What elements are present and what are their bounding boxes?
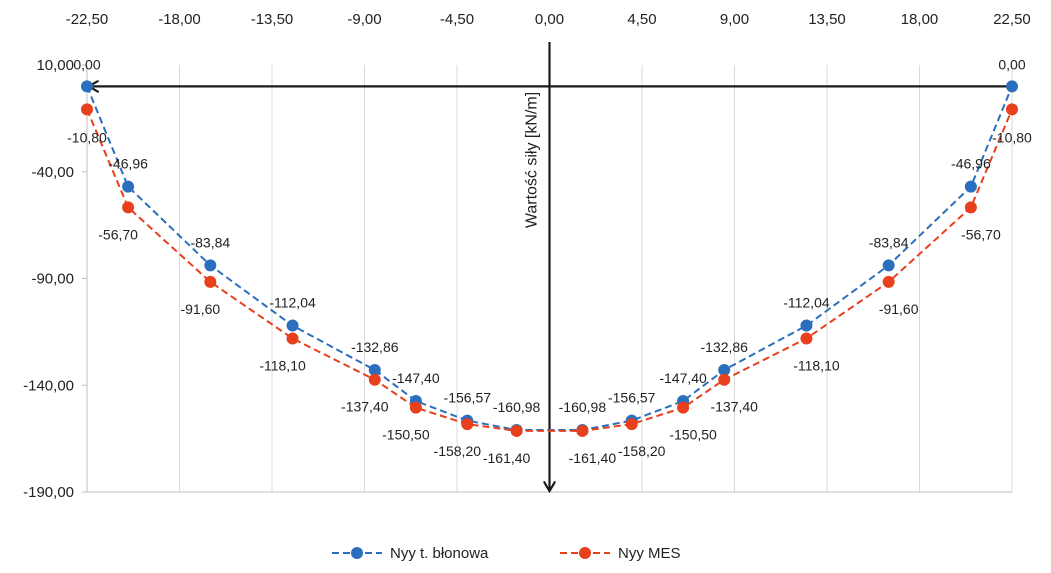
y-tick-label: -190,00 xyxy=(23,484,74,501)
data-point-series-2 xyxy=(368,373,381,386)
data-point-series-2 xyxy=(461,418,474,431)
data-point-series-2 xyxy=(81,103,93,116)
data-point-series-1 xyxy=(1006,80,1018,93)
data-point-series-1 xyxy=(204,259,217,272)
data-point-series-2 xyxy=(964,201,977,214)
data-label-series-2: -150,50 xyxy=(669,427,717,443)
data-point-series-2 xyxy=(1006,103,1018,116)
data-point-series-2 xyxy=(286,332,299,345)
x-tick-label: -4,50 xyxy=(440,11,474,28)
data-label-series-2: -10,80 xyxy=(67,129,107,145)
data-label-series-1: -156,57 xyxy=(608,390,656,406)
y-tick-label: -40,00 xyxy=(31,164,74,181)
x-tick-label: 18,00 xyxy=(901,11,939,28)
data-point-series-1 xyxy=(964,180,977,193)
legend-label-1: Nyy t. błonowa xyxy=(390,545,489,562)
data-label-series-1: -156,57 xyxy=(444,390,492,406)
data-point-series-2 xyxy=(576,424,589,437)
data-label-series-1: -46,96 xyxy=(108,156,148,172)
data-label-series-2: -118,10 xyxy=(259,357,306,373)
data-point-series-1 xyxy=(122,180,135,193)
y-tick-label: -90,00 xyxy=(31,271,74,288)
data-label-series-2: -56,70 xyxy=(961,226,1001,242)
data-label-series-2: -91,60 xyxy=(180,301,220,317)
data-label-series-1: -46,96 xyxy=(951,156,991,172)
data-label-series-2: -118,10 xyxy=(793,357,840,373)
data-label-series-2: -150,50 xyxy=(382,427,430,443)
y-axis-ticks: 10,00 -40,00 -90,00 -140,00 -190,00 xyxy=(23,57,87,501)
data-point-series-1 xyxy=(882,259,895,272)
legend: Nyy t. błonowa Nyy MES xyxy=(332,545,681,562)
legend-marker-1 xyxy=(351,547,363,559)
data-point-series-2 xyxy=(409,401,422,414)
x-tick-label: 9,00 xyxy=(720,11,749,28)
data-label-series-2: -161,40 xyxy=(569,450,617,466)
data-label-series-2: -56,70 xyxy=(98,226,138,242)
data-label-series-2: -158,20 xyxy=(434,443,482,459)
data-point-series-2 xyxy=(625,418,638,431)
x-tick-label: 0,00 xyxy=(535,11,564,28)
legend-marker-2 xyxy=(579,547,591,559)
data-point-series-1 xyxy=(800,319,813,332)
x-axis-ticks: -22,50 -18,00 -13,50 -9,00 -4,50 0,00 4,50 9,00… xyxy=(66,11,1031,28)
data-label-series-1: -160,98 xyxy=(493,399,541,415)
data-label-series-1: -112,04 xyxy=(783,295,830,311)
data-label-series-1: -132,86 xyxy=(351,339,399,355)
legend-label-2: Nyy MES xyxy=(618,545,681,562)
data-point-series-1 xyxy=(368,364,381,377)
data-label-series-2: -91,60 xyxy=(879,301,919,317)
data-label-series-1: -147,40 xyxy=(392,370,440,386)
series-group xyxy=(81,80,1018,437)
data-label-series-2: -137,40 xyxy=(341,399,389,415)
x-tick-label: -22,50 xyxy=(66,11,109,28)
x-tick-label: -13,50 xyxy=(251,11,294,28)
x-tick-label: 4,50 xyxy=(627,11,656,28)
data-label-series-1: -132,86 xyxy=(700,339,748,355)
y-tick-label: -140,00 xyxy=(23,377,74,394)
data-labels: 0,00-46,96-83,84-112,04-132,86-147,40-15… xyxy=(67,56,1032,466)
data-point-series-2 xyxy=(510,424,523,437)
data-label-series-1: -160,98 xyxy=(559,399,607,415)
data-point-series-2 xyxy=(882,275,895,288)
data-label-series-2: -158,20 xyxy=(618,443,666,459)
axes xyxy=(86,42,1012,492)
data-label-series-1: -83,84 xyxy=(869,234,909,250)
data-point-series-1 xyxy=(81,80,93,93)
data-label-series-2: -161,40 xyxy=(483,450,531,466)
data-label-series-1: -147,40 xyxy=(659,370,707,386)
x-tick-label: -18,00 xyxy=(158,11,201,28)
x-tick-label: 22,50 xyxy=(993,11,1031,28)
data-point-series-2 xyxy=(800,332,813,345)
y-tick-label: 10,00 xyxy=(36,57,74,74)
x-tick-label: -9,00 xyxy=(347,11,381,28)
data-point-series-2 xyxy=(718,373,731,386)
data-label-series-2: -10,80 xyxy=(992,129,1032,145)
y-axis-title: Wartość siły [kN/m] xyxy=(524,92,541,228)
data-label-series-1: -83,84 xyxy=(190,234,230,250)
x-tick-label: 13,50 xyxy=(808,11,846,28)
data-point-series-2 xyxy=(677,401,690,414)
data-label-series-1: 0,00 xyxy=(73,56,100,72)
data-point-series-2 xyxy=(122,201,135,214)
data-label-series-1: 0,00 xyxy=(998,56,1025,72)
data-point-series-1 xyxy=(286,319,299,332)
data-point-series-1 xyxy=(718,364,731,377)
data-label-series-1: -112,04 xyxy=(269,295,316,311)
data-point-series-2 xyxy=(204,275,217,288)
data-label-series-2: -137,40 xyxy=(710,399,758,415)
series-line-2 xyxy=(86,109,1013,432)
